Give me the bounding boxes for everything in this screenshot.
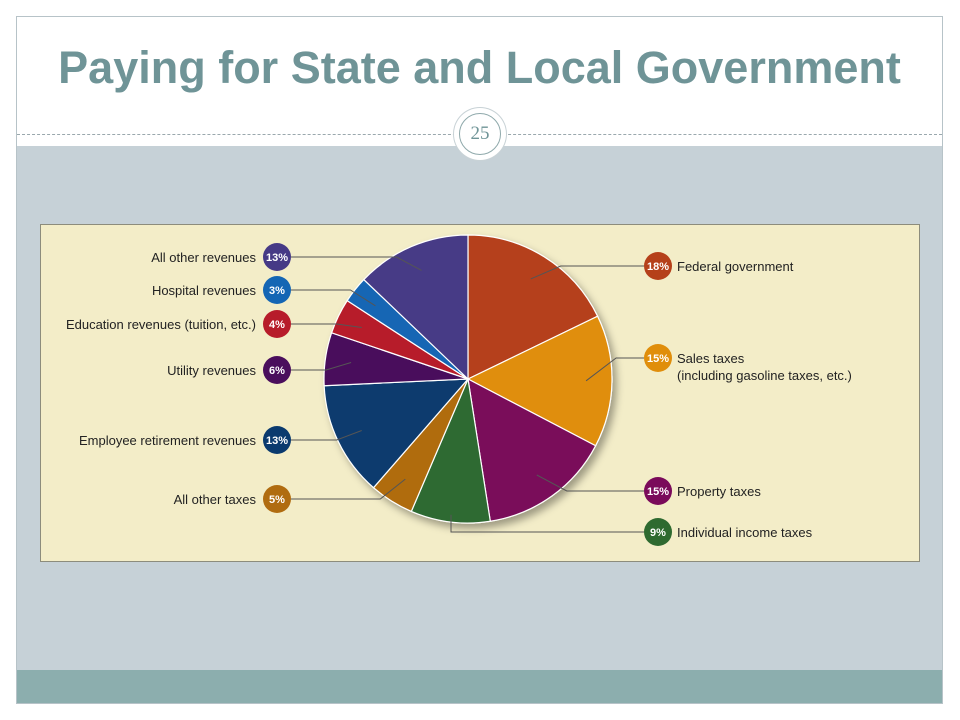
slice-label: Utility revenues: [167, 363, 256, 378]
value-badge: [263, 310, 291, 338]
pie-slice: [323, 378, 470, 489]
value-label: 15%: [647, 486, 669, 498]
slice-label: Individual income taxes: [677, 525, 813, 540]
value-badge: [263, 485, 291, 513]
page-number: 25: [459, 113, 501, 155]
value-label: 4%: [269, 319, 285, 331]
pie-slice: [467, 377, 597, 522]
leader-line: [291, 289, 376, 307]
leader-line: [291, 430, 362, 441]
value-badge: [263, 243, 291, 271]
pie-slice: [466, 315, 613, 447]
footer-bar: [17, 670, 942, 703]
leader-line: [585, 357, 644, 382]
value-label: 13%: [266, 252, 288, 264]
leader-line: [530, 265, 644, 280]
value-badge: [644, 477, 672, 505]
chart-panel: 18% 15% 15% 9% 5% 13% 6% 4% 3% 13% Federal govern…: [40, 224, 920, 562]
value-label: 5%: [269, 494, 285, 506]
slice-label: All other revenues: [151, 250, 256, 265]
slide-title: Paying for State and Local Government: [58, 42, 901, 93]
slice-label: All other taxes: [174, 492, 257, 507]
value-badge: [263, 276, 291, 304]
pie-slice: [410, 376, 491, 524]
leader-line: [291, 323, 362, 328]
value-label: 18%: [647, 261, 669, 273]
leader-line: [450, 514, 644, 533]
leader-line: [291, 478, 406, 500]
value-label: 3%: [269, 285, 285, 297]
slice-label: Property taxes: [677, 484, 761, 499]
value-label: 6%: [269, 365, 285, 377]
slice-label: Hospital revenues: [152, 283, 257, 298]
value-label: 9%: [650, 527, 666, 539]
value-badge: [644, 518, 672, 546]
value-badge: [644, 344, 672, 372]
value-badge: [263, 426, 291, 454]
slice-label: Employee retirement revenues: [79, 433, 257, 448]
leader-line: [291, 362, 352, 371]
pie-slice: [362, 234, 469, 381]
leader-line: [536, 474, 644, 492]
slice-label: Sales taxes (including gasoline taxes, et…: [677, 351, 852, 383]
pie-slice: [467, 234, 599, 380]
slice-labels: Federal government Sales taxes (including …: [66, 250, 852, 540]
value-badge: [644, 252, 672, 280]
value-badges: 18% 15% 15% 9% 5% 13% 6% 4% 3% 13%: [263, 243, 672, 546]
value-label: 15%: [647, 353, 669, 365]
page-number-badge: 25: [454, 108, 506, 160]
value-label: 13%: [266, 435, 288, 447]
leader-line: [291, 256, 422, 271]
pie-slices: [323, 234, 613, 524]
value-badge: [263, 356, 291, 384]
pie-chart: 18% 15% 15% 9% 5% 13% 6% 4% 3% 13% Federal govern…: [66, 234, 852, 546]
slice-label: Education revenues (tuition, etc.): [66, 317, 256, 332]
slice-label: Federal government: [677, 259, 794, 274]
leader-lines: [291, 256, 644, 533]
